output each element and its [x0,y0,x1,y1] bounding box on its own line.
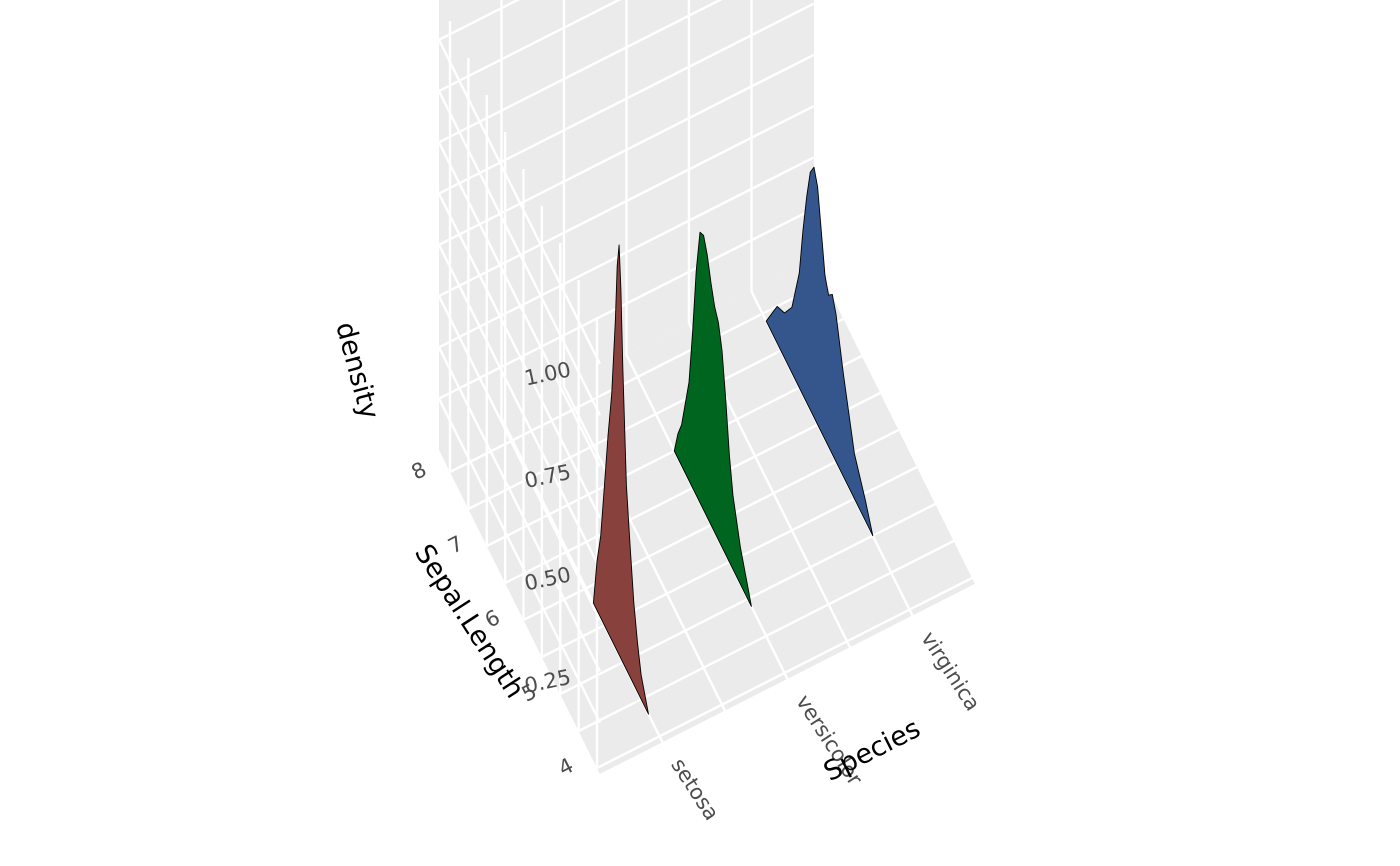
z-axis-title: density [329,319,385,423]
left-grid-line [437,244,602,570]
y-tick-label: 8 [407,457,430,484]
back-grid-line [438,53,815,246]
x-tick-label-setosa: setosa [666,754,724,825]
density-ridges [592,166,874,715]
y-tick-label: 4 [554,753,577,780]
floor-grid-line [562,385,727,712]
density-ridge-setosa [592,244,649,715]
left-grid-line [437,398,602,724]
left-grid-line [437,39,602,365]
density-ridge-virginica [765,166,874,537]
back-grid-line [438,104,815,298]
left-grid-line [437,295,602,621]
back-grid-line [438,0,723,144]
left-grid-line [437,141,602,467]
back-grid-line [438,0,622,93]
left-grid-line [437,90,602,416]
left-grid-line [437,346,602,672]
back-grid-line [438,2,815,195]
x-tick-label-virginica: virginica [916,627,985,715]
left-grid-line [437,193,602,519]
y-tick-label: 7 [444,531,467,558]
floor-grid-line [449,280,826,474]
floor-grid-line [596,576,973,770]
back-grid-line [438,0,521,41]
back-grid-line [438,207,815,400]
density-ridge-versicolor [673,231,752,607]
back-grid-line [438,156,815,349]
